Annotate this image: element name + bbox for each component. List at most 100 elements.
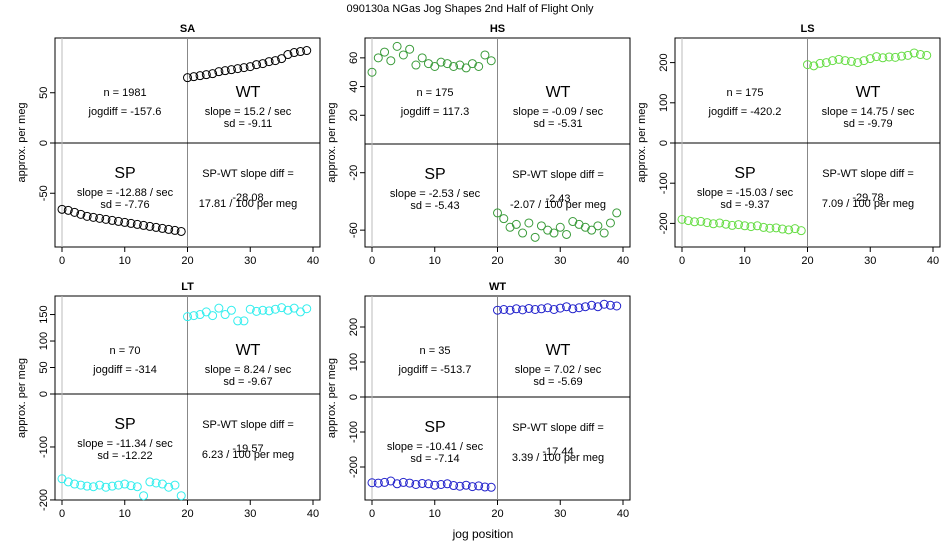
annotation-wt-label: WT (236, 84, 261, 101)
data-point-sp (486, 56, 496, 66)
data-point-wt (859, 56, 869, 66)
data-point-sp (107, 481, 117, 491)
x-tick-label: 20 (181, 508, 193, 520)
data-point-wt (543, 303, 553, 313)
data-point-wt (915, 50, 925, 60)
data-point-wt (846, 56, 856, 66)
data-point-wt (574, 219, 584, 229)
annotation-wt-sd: sd = -5.31 (533, 118, 582, 130)
data-point-sp (63, 205, 73, 215)
x-tick-label: 30 (554, 508, 566, 520)
x-tick-label: 0 (59, 508, 65, 520)
data-point-wt (505, 305, 515, 315)
panel-ls: LS 0 10 20 30 40 -200 -100 0 100 200 approx. per me… (636, 23, 941, 267)
data-point-wt (853, 58, 863, 68)
x-tick-label: 0 (679, 255, 685, 267)
y-tick-label: 100 (658, 94, 670, 112)
data-point-sp (82, 211, 92, 221)
data-point-sp (467, 482, 477, 492)
annotation-diff-value: -19.57 (232, 443, 263, 455)
data-point-sp (461, 63, 471, 73)
data-point-wt (270, 304, 280, 314)
panel-title: SA (180, 23, 195, 35)
data-point-sp (176, 491, 186, 501)
y-tick-label: 100 (38, 332, 50, 350)
data-point-sp (82, 481, 92, 491)
data-point-wt (277, 54, 287, 64)
y-tick-label: -100 (348, 421, 360, 443)
data-point-wt (828, 56, 838, 66)
annotation-n: n = 175 (726, 87, 763, 99)
annotation-wt-sd: sd = -9.11 (224, 118, 272, 130)
data-point-wt (593, 221, 603, 231)
data-point-wt (518, 305, 528, 315)
annotation-diff-permeg: 3.39 / 100 per meg (512, 452, 604, 464)
data-point-sp (392, 41, 402, 51)
data-point-sp (423, 59, 433, 69)
x-tick-label: 10 (119, 508, 131, 520)
data-point-wt (226, 65, 236, 75)
data-point-wt (587, 300, 597, 310)
data-point-sp (120, 479, 130, 489)
data-point-sp (449, 481, 459, 491)
data-point-wt (226, 305, 236, 315)
data-point-sp (405, 44, 415, 54)
annotation-diff-value: -2.43 (545, 193, 570, 205)
data-point-sp (436, 57, 446, 67)
annotation-diff-value: -29.78 (852, 192, 883, 204)
data-point-sp (88, 482, 98, 492)
data-point-sp (380, 477, 390, 487)
panel-wt: WT 0 10 20 30 40 -200 -100 0 100 200 approx. per me… (326, 281, 631, 520)
annotation-sp-sd: sd = -9.37 (720, 199, 769, 211)
panel-lt: LT 0 10 20 30 40 -200 -100 0 50 100 150 approx. per … (16, 281, 321, 520)
data-point-wt (233, 316, 243, 326)
data-point-wt (549, 305, 559, 314)
x-tick-label: 10 (119, 255, 131, 267)
y-tick-label: 0 (348, 394, 360, 400)
data-point-sp (746, 222, 756, 232)
data-point-wt (543, 225, 553, 235)
data-point-sp (398, 50, 408, 60)
data-point-sp (164, 224, 174, 234)
annotation-wt-slope: slope = 14.75 / sec (822, 106, 915, 118)
data-point-sp (170, 225, 180, 235)
annotation-diff-title: SP-WT slope diff = (202, 168, 294, 180)
data-point-wt (587, 225, 597, 235)
x-tick-label: 40 (307, 255, 319, 267)
data-point-sp (417, 53, 427, 63)
data-point-wt (239, 316, 249, 326)
data-point-sp (411, 480, 421, 489)
x-tick-label: 20 (491, 255, 503, 267)
y-tick-label: 0 (658, 140, 670, 146)
data-point-sp (132, 219, 142, 229)
x-tick-label: 0 (59, 255, 65, 267)
data-point-wt (580, 302, 590, 312)
data-point-wt (189, 311, 199, 321)
data-point-sp (740, 221, 750, 231)
data-point-sp (151, 478, 161, 488)
data-point-wt (264, 57, 274, 67)
annotation-sp-slope: slope = -10.41 / sec (387, 441, 484, 453)
y-tick-label: -100 (658, 172, 670, 194)
annotation-n: n = 1981 (103, 87, 146, 99)
y-tick-label: 50 (38, 87, 50, 99)
x-tick-label: 0 (369, 255, 375, 267)
data-point-sp (784, 225, 794, 235)
data-point-sp (367, 478, 377, 488)
data-point-sp (436, 480, 446, 489)
data-point-wt (252, 60, 262, 70)
data-point-sp (796, 226, 806, 236)
y-tick-label: -60 (348, 222, 360, 238)
data-point-sp (126, 481, 136, 491)
data-point-wt (214, 67, 224, 77)
data-point-wt (536, 221, 546, 231)
annotation-sp-sd: sd = -5.43 (410, 200, 459, 212)
x-tick-label: 10 (739, 255, 751, 267)
data-point-sp (88, 212, 98, 222)
data-point-sp (715, 218, 725, 228)
data-point-wt (562, 302, 572, 312)
data-point-sp (765, 223, 775, 233)
data-point-sp (120, 217, 130, 227)
annotation-sp-label: SP (114, 165, 135, 182)
data-point-sp (759, 222, 769, 232)
